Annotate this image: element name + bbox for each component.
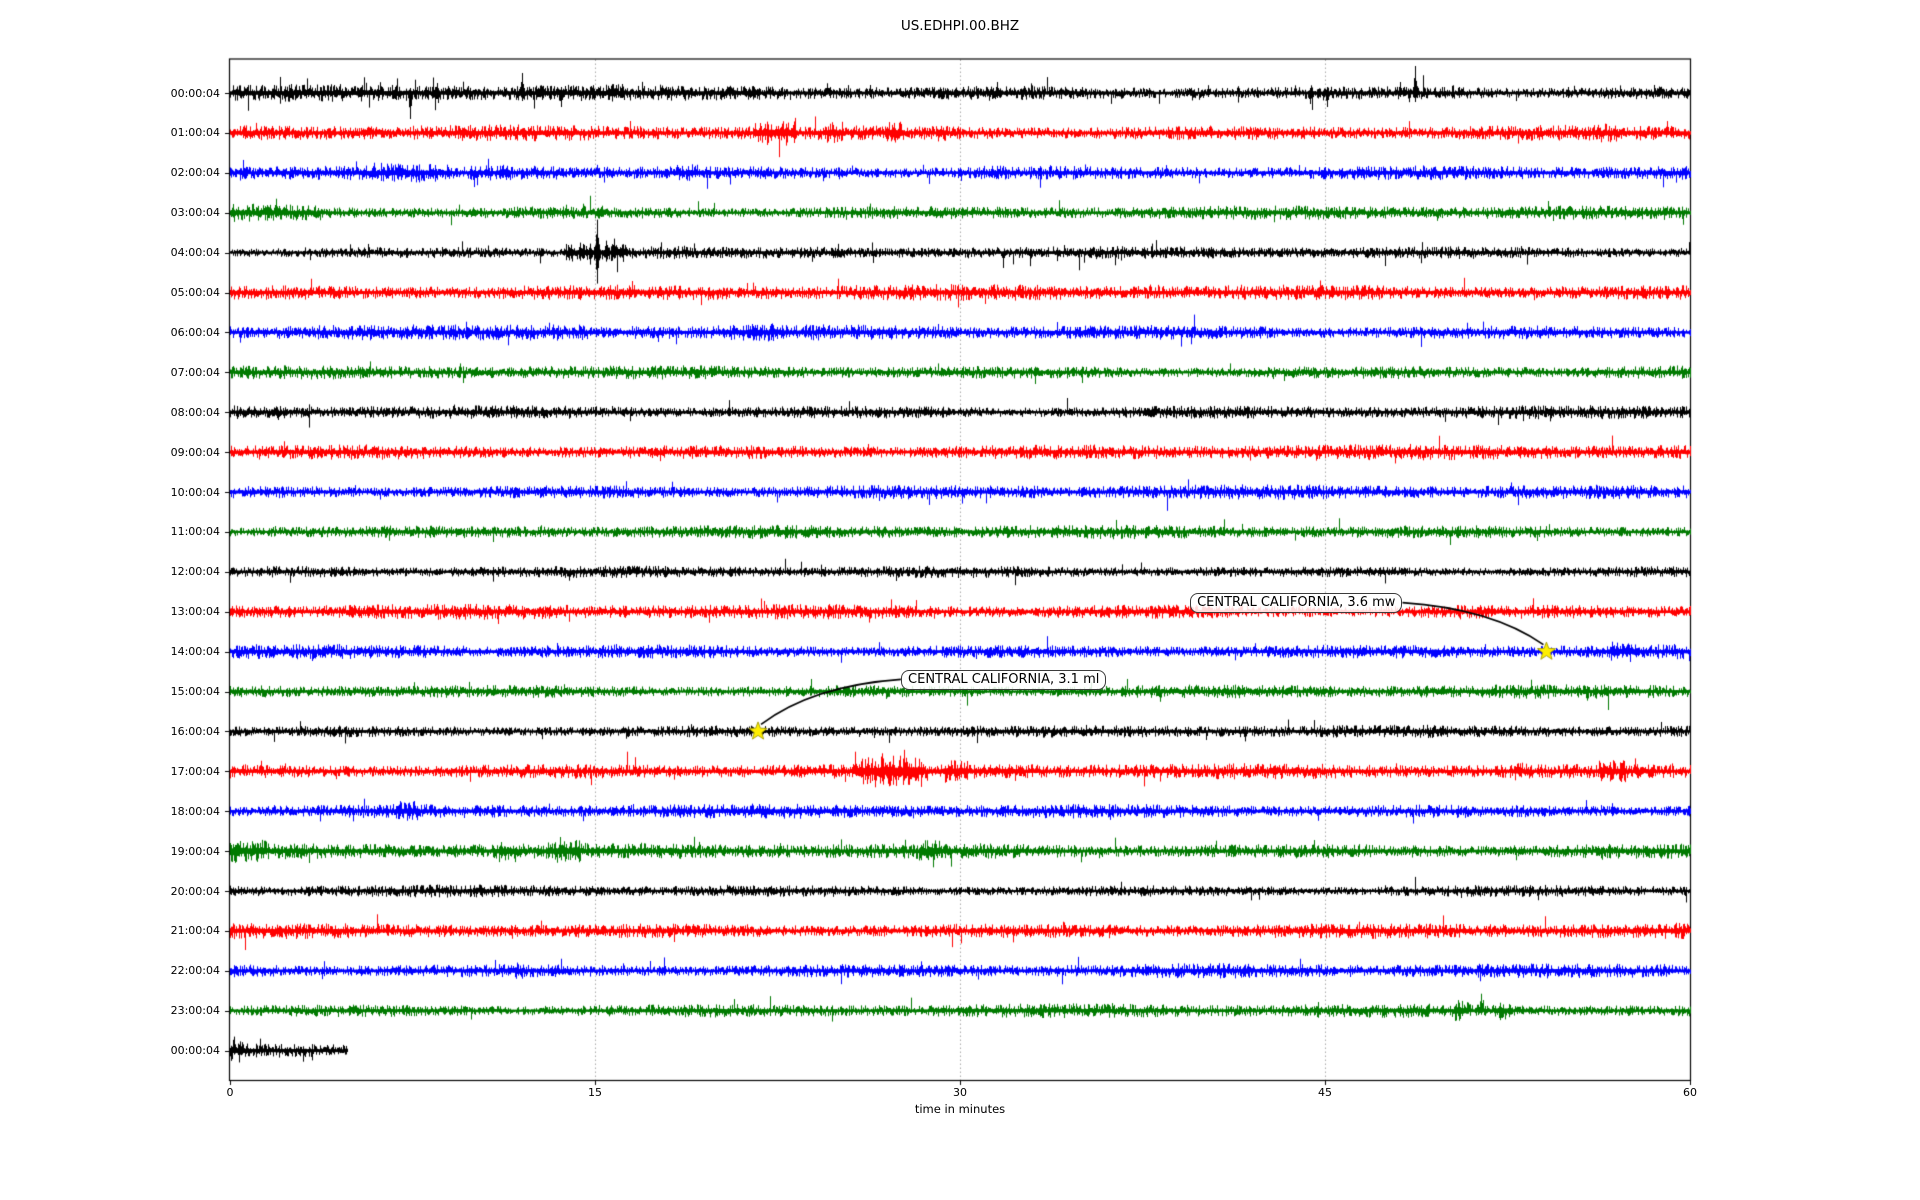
trace-time-label: 05:00:04 [170, 286, 220, 299]
trace-time-label: 04:00:04 [170, 246, 220, 260]
trace-time-label: 00:00:04 [170, 1044, 220, 1058]
event-annotation-0: CENTRAL CALIFORNIA, 3.6 mw [1190, 593, 1403, 614]
trace-time-label: 18:00:04 [170, 804, 220, 818]
trace-time-label: 07:00:04 [170, 365, 220, 379]
x-tick-label: 60 [1683, 1086, 1697, 1099]
trace-time-label: 17:00:04 [170, 764, 220, 778]
x-tick-label: 15 [588, 1086, 602, 1099]
x-tick-label: 45 [1318, 1086, 1332, 1099]
trace-time-label: 19:00:04 [170, 844, 220, 858]
chart-title: US.EDHPI.00.BHZ [900, 18, 1020, 34]
trace-time-label: 13:00:04 [170, 605, 220, 619]
trace-time-label: 08:00:04 [170, 405, 220, 419]
x-axis-label: time in minutes [914, 1102, 1006, 1116]
trace-time-label: 12:00:04 [170, 565, 220, 579]
trace-time-label: 10:00:04 [170, 485, 220, 499]
trace-time-label: 06:00:04 [170, 325, 220, 339]
trace-time-label: 00:00:04 [170, 86, 220, 100]
trace-time-label: 03:00:04 [170, 206, 220, 220]
x-tick-label: 30 [953, 1086, 967, 1099]
x-tick-label: 0 [226, 1086, 234, 1099]
trace-time-label: 02:00:04 [170, 166, 220, 180]
trace-time-label: 23:00:04 [170, 1004, 220, 1018]
trace-time-label: 01:00:04 [170, 126, 220, 140]
trace-time-label: 16:00:04 [170, 724, 220, 738]
event-annotation-1: CENTRAL CALIFORNIA, 3.1 ml [901, 669, 1107, 690]
trace-time-label: 11:00:04 [170, 525, 220, 539]
trace-time-label: 15:00:04 [170, 685, 220, 698]
trace-time-label: 20:00:04 [170, 884, 220, 898]
trace-time-label: 22:00:04 [170, 964, 220, 978]
trace-time-label: 21:00:04 [170, 924, 220, 938]
trace-time-label: 09:00:04 [170, 445, 220, 459]
trace-time-label: 14:00:04 [170, 645, 220, 659]
